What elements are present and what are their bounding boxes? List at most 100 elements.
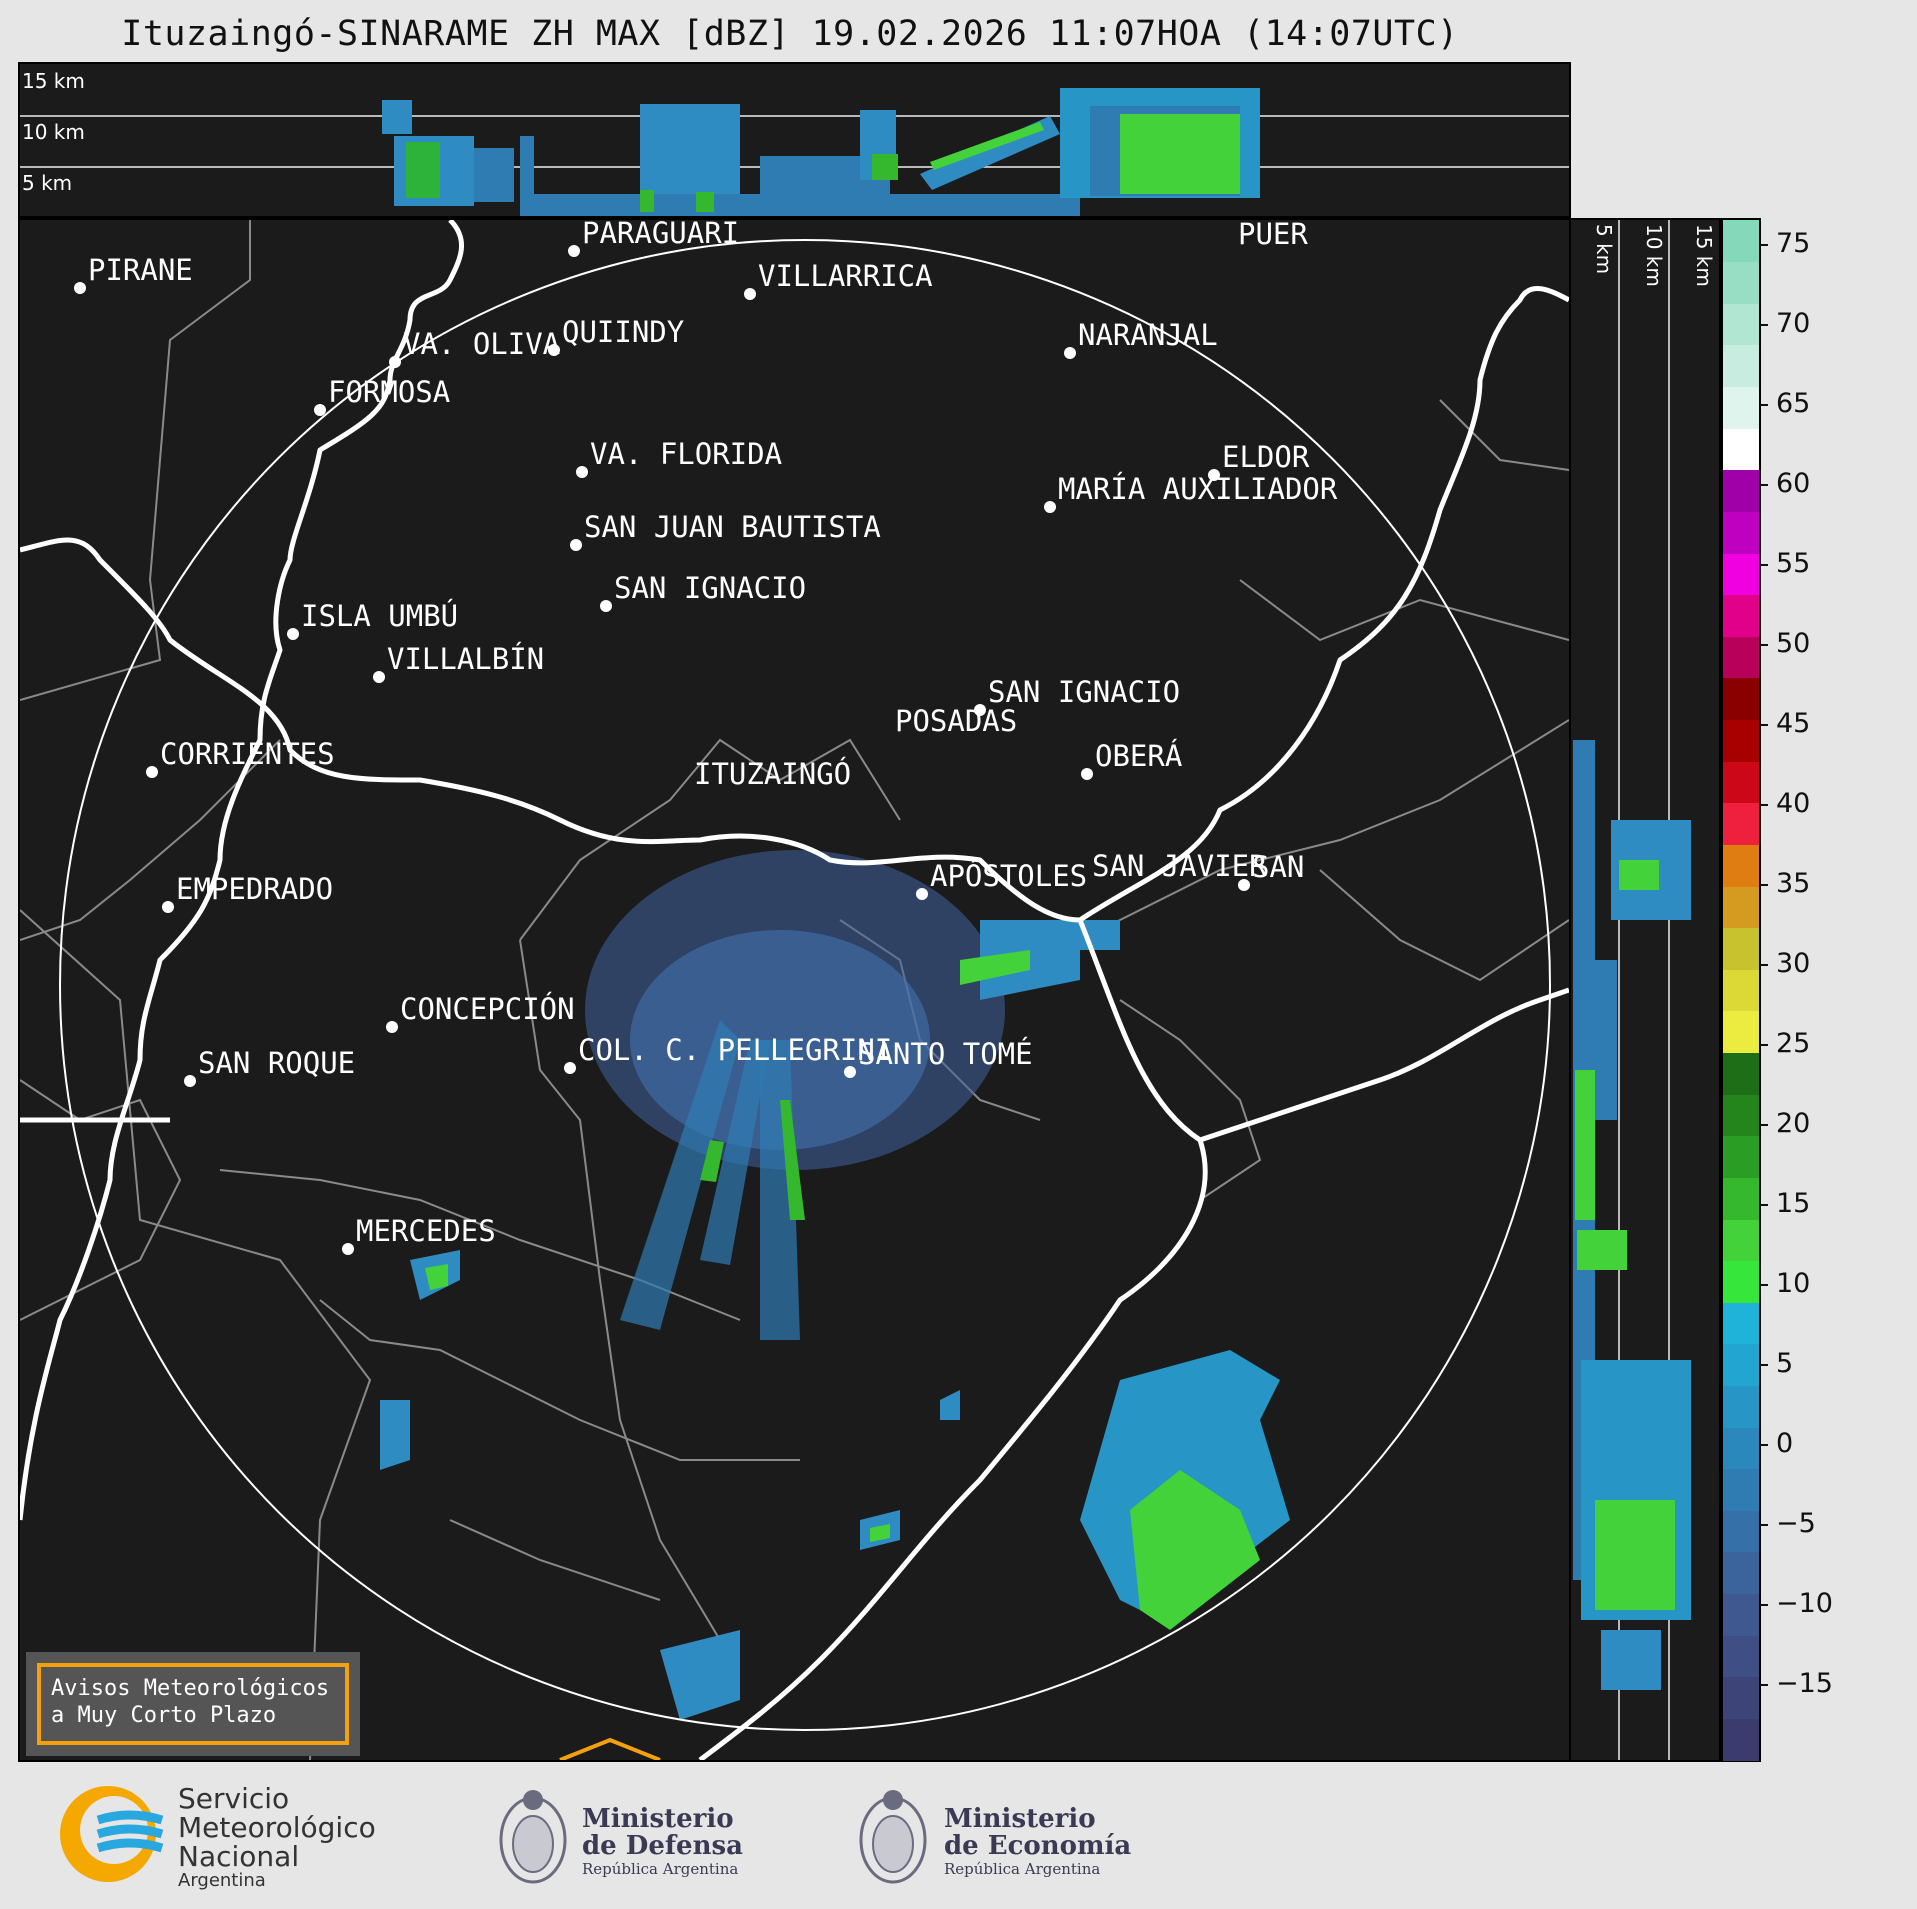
city-dot — [1081, 768, 1093, 780]
economia-line1: Ministerio — [944, 1804, 1096, 1834]
avisos-line1: Avisos Meteorológicos — [51, 1676, 330, 1701]
city-dot — [570, 539, 582, 551]
side-cross-section-panel: 5 km 10 km 15 km — [1569, 218, 1721, 1762]
city-dot — [600, 600, 612, 612]
city-dot — [342, 1243, 354, 1255]
smn-logo-text: Servicio Meteorológico Nacional Argentin… — [178, 1784, 376, 1891]
smn-line4: Argentina — [178, 1870, 266, 1891]
city-label: PARAGUARÍ — [582, 220, 739, 250]
colorbar-tick-label: −5 — [1760, 1508, 1816, 1539]
side-alt-10km: 10 km — [1642, 224, 1666, 287]
colorbar-tick-label: 40 — [1759, 788, 1810, 819]
city-dot — [974, 704, 986, 716]
colorbar-swatch — [1723, 1260, 1759, 1303]
colorbar-swatch — [1723, 1010, 1759, 1054]
colorbar-swatch — [1723, 428, 1759, 471]
colorbar-swatch — [1723, 511, 1759, 554]
city-label: VILLARRICA — [758, 259, 933, 293]
colorbar-swatch — [1723, 1052, 1759, 1095]
colorbar-tick-label: 35 — [1759, 868, 1810, 899]
colorbar-swatch — [1723, 1468, 1759, 1511]
city-label: COL. C. PELLEGRINI — [578, 1033, 892, 1067]
smn-line1: Servicio — [178, 1782, 290, 1815]
smn-line3: Nacional — [178, 1840, 300, 1873]
city-label: ISLA UMBÚ — [301, 599, 458, 633]
colorbar-swatch — [1723, 636, 1759, 679]
colorbar-tick-label: 55 — [1759, 548, 1810, 579]
top-alt-15km: 15 km — [22, 69, 85, 93]
footer-logos-svg — [60, 1786, 927, 1884]
colorbar-tick-label: 25 — [1759, 1028, 1810, 1059]
city-dot — [74, 282, 86, 294]
defensa-line1: Ministerio — [582, 1804, 734, 1834]
city-label: VILLALBÍN — [387, 642, 544, 676]
economia-line3: República Argentina — [944, 1860, 1101, 1878]
colorbar-swatch — [1723, 1302, 1759, 1345]
defensa-line2: de Defensa — [582, 1831, 743, 1861]
avisos-line2: a Muy Corto Plazo — [51, 1703, 277, 1728]
colorbar-tick-label: 50 — [1759, 628, 1810, 659]
city-label: VA. OLIVA — [403, 327, 560, 361]
colorbar-tick-label: 70 — [1759, 308, 1810, 339]
radar-map-svg[interactable]: PIRANE PARAGUARÍ VILLARRICA VA. OLIVA QUIIND… — [20, 220, 1569, 1760]
top-cross-section-svg: 15 km 10 km 5 km — [20, 69, 1569, 216]
city-dot — [146, 766, 158, 778]
city-dot — [162, 901, 174, 913]
city-dot — [568, 245, 580, 257]
city-label: SANTO TOMÉ — [858, 1037, 1033, 1071]
city-label: VA. FLORIDA — [590, 437, 782, 471]
rivers — [20, 220, 1569, 1760]
side-alt-15km: 15 km — [1692, 224, 1716, 287]
radar-echoes — [380, 850, 1290, 1720]
city-dot — [1238, 879, 1250, 891]
colorbar-swatch — [1723, 386, 1759, 429]
city-dot — [576, 466, 588, 478]
city-label: EMPEDRADO — [176, 872, 333, 906]
smn-line2: Meteorológico — [178, 1811, 376, 1844]
city-label: QUIINDY — [562, 315, 684, 349]
colorbar-swatch — [1723, 552, 1759, 596]
colorbar-tick-label: −10 — [1760, 1588, 1833, 1619]
colorbar-tick-label: 5 — [1759, 1348, 1793, 1379]
colorbar-tick-label: 60 — [1759, 468, 1810, 499]
defensa-seal-icon — [499, 1790, 567, 1884]
city-dot — [744, 288, 756, 300]
top-cross-section-panel: 15 km 10 km 5 km — [18, 62, 1571, 218]
colorbar-swatch — [1723, 761, 1759, 804]
colorbar-swatch — [1723, 1676, 1759, 1719]
city-label: SAN JUAN BAUTISTA — [584, 510, 881, 544]
defensa-line3: República Argentina — [582, 1860, 739, 1878]
colorbar-tick-label: 30 — [1759, 948, 1810, 979]
city-dot — [373, 671, 385, 683]
city-label: SAN — [1252, 850, 1304, 884]
colorbar-swatch — [1723, 1510, 1759, 1553]
city-dot — [1208, 469, 1220, 481]
colorbar-swatch — [1723, 802, 1759, 845]
city-label: POSADAS — [895, 704, 1017, 738]
top-echo-blobs — [382, 88, 1260, 216]
defensa-logo-text: Ministerio de Defensa República Argentin… — [582, 1804, 743, 1879]
city-label: APÓSTOLES — [930, 859, 1087, 893]
city-dot — [564, 1062, 576, 1074]
city-label: MARÍA AUXILIADOR — [1058, 472, 1338, 506]
city-markers: PIRANE PARAGUARÍ VILLARRICA VA. OLIVA QUIIND… — [74, 220, 1338, 1255]
avisos-box[interactable]: Avisos Meteorológicos a Muy Corto Plazo — [26, 1652, 360, 1756]
colorbar-swatch — [1723, 261, 1759, 304]
side-alt-5km: 5 km — [1592, 224, 1616, 274]
city-dot — [844, 1066, 856, 1078]
city-label: ITUZAINGÓ — [694, 757, 851, 791]
colorbar-swatch — [1723, 344, 1759, 388]
city-label: SAN IGNACIO — [988, 675, 1180, 709]
footer — [0, 1762, 1917, 1909]
radar-map-panel[interactable]: PIRANE PARAGUARÍ VILLARRICA VA. OLIVA QUIIND… — [18, 218, 1571, 1762]
economia-logo-text: Ministerio de Economía República Argenti… — [944, 1804, 1131, 1879]
side-echo-blobs — [1573, 740, 1691, 1690]
city-dot — [386, 1021, 398, 1033]
side-cross-section-svg: 5 km 10 km 15 km — [1573, 220, 1716, 1760]
city-label: ELDOR — [1222, 440, 1310, 474]
city-label: PUER — [1238, 220, 1308, 251]
warning-polygon — [559, 1737, 661, 1760]
colorbar-swatch — [1723, 927, 1759, 970]
avisos-inner[interactable]: Avisos Meteorológicos a Muy Corto Plazo — [37, 1663, 349, 1745]
city-dot — [287, 628, 299, 640]
